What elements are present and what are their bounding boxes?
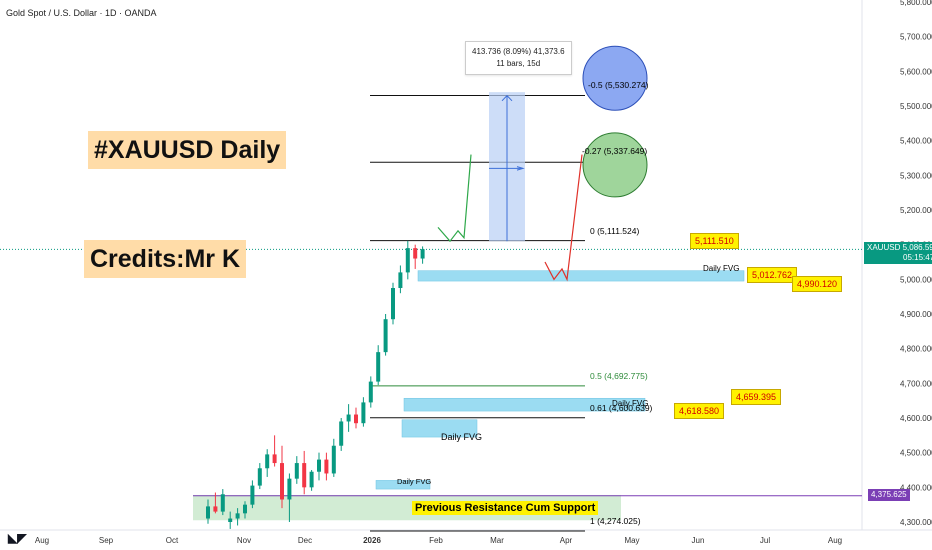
measure-arrow-head xyxy=(501,94,513,102)
x-tick-label: Aug xyxy=(35,536,49,545)
candle-body xyxy=(257,468,262,486)
y-tick-label: 4,600.000 xyxy=(900,414,932,423)
candle-body xyxy=(398,272,403,288)
candle-body xyxy=(220,494,225,512)
fib-label-neg-0-5: -0.5 (5,530.274) xyxy=(588,80,649,90)
measure-line-1: 413.736 (8.09%) 41,373.6 xyxy=(472,47,565,56)
y-tick-label: 4,300.000 xyxy=(900,518,932,527)
candle-body xyxy=(294,463,299,479)
x-tick-label: Jun xyxy=(692,536,705,545)
y-tick-label: 4,800.000 xyxy=(900,345,932,354)
fvg-label-3: Daily FVG xyxy=(441,432,483,442)
x-tick-label: Jul xyxy=(760,536,770,545)
y-tick-label: 4,900.000 xyxy=(900,310,932,319)
fvg-zone xyxy=(375,480,431,490)
candle-body xyxy=(206,506,210,519)
candle-body xyxy=(265,454,270,469)
y-tick-label: 4,700.000 xyxy=(900,379,932,388)
callout-4618: 4,618.580 xyxy=(674,403,725,419)
target-circle-green xyxy=(582,132,648,198)
candle-body xyxy=(243,504,247,514)
candle-body xyxy=(368,381,373,403)
candle-body xyxy=(391,288,395,320)
chart-header: Gold Spot / U.S. Dollar · 1D · OANDA xyxy=(6,8,157,18)
bullish-scenario-path xyxy=(437,154,472,243)
candle-body xyxy=(324,459,329,474)
fvg-label-4: Daily FVG xyxy=(397,477,432,486)
fvg-label-2: Daily FVG xyxy=(612,399,649,408)
candle-body xyxy=(413,248,418,259)
tv-logo-icon: ◣◤ xyxy=(8,531,27,545)
candle-body xyxy=(287,478,292,500)
candle-body xyxy=(361,402,366,424)
x-tick-label: May xyxy=(624,536,639,545)
callout-5012: 5,012.762 xyxy=(747,267,798,283)
fib-label-0: 0 (5,111.524) xyxy=(590,226,640,236)
fib-label-neg-0-27: -0.27 (5,337.649) xyxy=(582,146,648,156)
fvg-zone xyxy=(403,397,646,412)
candle-body xyxy=(420,249,425,259)
x-tick-label: Aug xyxy=(828,536,842,545)
x-tick-label: Feb xyxy=(429,536,443,545)
y-tick-label: 5,500.000 xyxy=(900,102,932,111)
tradingview-logo[interactable]: ◣◤ xyxy=(8,531,26,545)
fib-label-0-61: 0.61 (4,600.639) xyxy=(590,403,653,413)
callout-4659: 4,659.395 xyxy=(731,389,782,405)
callout-4990: 4,990.120 xyxy=(792,276,843,292)
candle-body xyxy=(272,454,277,464)
candle-body xyxy=(405,248,410,273)
support-zone-label: Previous Resistance Cum Support xyxy=(412,501,599,515)
fib-label-1: 1 (4,274.025) xyxy=(590,516,641,526)
x-tick-label: Dec xyxy=(298,536,312,545)
symbol-name: XAUUSD xyxy=(867,243,901,252)
candle-body xyxy=(235,513,240,519)
y-tick-label: 5,300.000 xyxy=(900,171,932,180)
y-tick-label: 5,700.000 xyxy=(900,33,932,42)
measure-line-2: 11 bars, 15d xyxy=(496,59,541,68)
x-tick-label: Oct xyxy=(166,536,179,545)
candle-body xyxy=(346,414,351,422)
x-tick-label: Nov xyxy=(237,536,251,545)
fvg-zone xyxy=(401,419,478,438)
y-tick-label: 5,200.000 xyxy=(900,206,932,215)
candle-body xyxy=(376,352,381,382)
y-tick-label: 5,600.000 xyxy=(900,67,932,76)
measure-mid-arrow xyxy=(516,166,525,171)
candle-body xyxy=(228,518,233,522)
title-box-xauusd-daily: #XAUUSD Daily xyxy=(88,131,287,169)
bearish-scenario-path xyxy=(544,154,583,282)
candle-body xyxy=(339,421,344,446)
measure-tooltip: 413.736 (8.09%) 41,373.6 11 bars, 15d xyxy=(465,41,572,75)
y-tick-label: 5,400.000 xyxy=(900,137,932,146)
candle-body xyxy=(213,506,218,512)
candle-body xyxy=(383,319,388,353)
x-tick-label: Sep xyxy=(99,536,114,545)
callout-5111: 5,111.510 xyxy=(690,233,739,249)
candle-body xyxy=(302,463,307,488)
x-tick-label: Mar xyxy=(490,536,504,545)
y-tick-label: 4,500.000 xyxy=(900,449,932,458)
y-tick-label: 5,800.000 xyxy=(900,0,932,7)
y-tick-label: 5,000.000 xyxy=(900,275,932,284)
symbol-price: 5,086.595 xyxy=(902,243,932,252)
symbol-price-tag[interactable]: XAUUSD 5,086.595 05:15:47 xyxy=(864,242,932,264)
fvg-zone xyxy=(417,270,745,282)
x-tick-label: 2026 xyxy=(363,536,381,545)
title-box-credits: Credits:Mr K xyxy=(84,240,247,278)
candle-body xyxy=(354,414,358,424)
fib-label-0-5: 0.5 (4,692.775) xyxy=(590,371,648,381)
countdown-time: 05:15:47 xyxy=(903,253,932,262)
x-tick-label: Apr xyxy=(560,536,573,545)
support-price-tag[interactable]: 4,375.625 xyxy=(868,489,910,501)
candle-body xyxy=(317,459,321,472)
candle-body xyxy=(309,471,314,488)
y-tick-label: 4,400.000 xyxy=(900,483,932,492)
target-circle-blue xyxy=(582,45,648,111)
fvg-label-1: Daily FVG xyxy=(703,264,740,273)
candle-body xyxy=(331,445,336,474)
candle-body xyxy=(280,463,284,500)
candle-body xyxy=(250,485,255,505)
